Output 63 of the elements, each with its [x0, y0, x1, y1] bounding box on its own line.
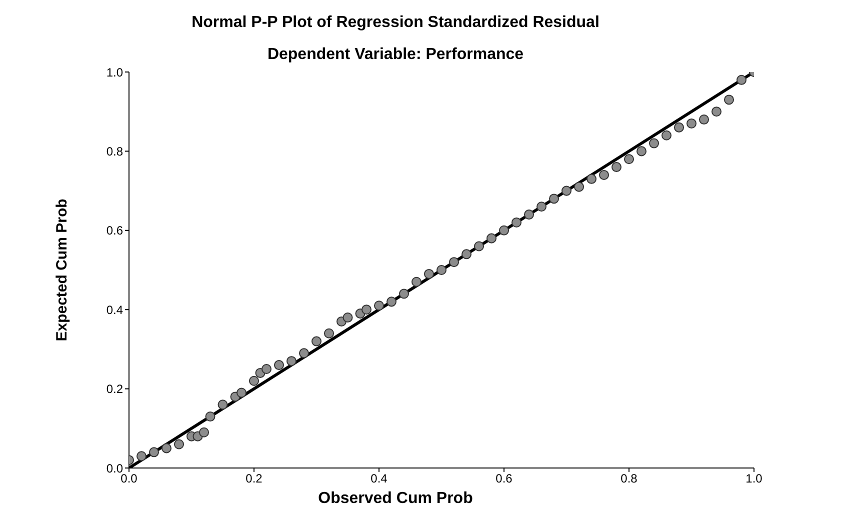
- point: [586, 174, 597, 184]
- y-tick-label: 0.2: [106, 382, 124, 396]
- point: [342, 312, 353, 323]
- x-tick-label: 0.6: [496, 472, 513, 486]
- point: [424, 268, 434, 279]
- x-tick-label: 1.0: [746, 472, 763, 486]
- point: [161, 443, 172, 454]
- point: [198, 427, 210, 438]
- chart-title: Normal P-P Plot of Regression Standardized Residual: [190, 14, 600, 32]
- point: [511, 217, 522, 228]
- point: [248, 376, 260, 386]
- x-tick-label: 0.2: [246, 472, 263, 486]
- point: [411, 276, 422, 287]
- point: [498, 225, 510, 236]
- point: [236, 388, 247, 398]
- point: [711, 106, 722, 117]
- point: [574, 182, 584, 192]
- point: [374, 300, 384, 311]
- point: [218, 400, 228, 410]
- point: [624, 154, 634, 164]
- point: [274, 360, 284, 370]
- y-tick-label: 0.8: [106, 144, 124, 158]
- point: [261, 364, 272, 374]
- y-axis-title: Expected Cum Prob: [54, 198, 70, 342]
- y-tick-label: 0.4: [106, 302, 124, 317]
- x-axis-title: Observed Cum Prob: [317, 490, 474, 508]
- point: [486, 233, 497, 244]
- x-tick-label: 0.0: [120, 472, 138, 486]
- point: [298, 348, 310, 358]
- y-tick-label: 0.6: [106, 224, 124, 238]
- point: [361, 304, 372, 315]
- point: [524, 210, 534, 220]
- point: [398, 288, 410, 299]
- point: [148, 447, 160, 458]
- point: [686, 118, 697, 128]
- point: [174, 439, 184, 450]
- point: [598, 170, 610, 180]
- point: [611, 162, 622, 172]
- point: [636, 146, 647, 156]
- chart-subtitle: Dependent Variable: Performance: [266, 46, 525, 64]
- point: [448, 257, 460, 268]
- point: [736, 74, 747, 85]
- point: [698, 114, 710, 125]
- x-tick-label: 0.4: [370, 472, 388, 486]
- point: [386, 296, 397, 307]
- y-tick-label: 1.0: [106, 65, 124, 80]
- point: [136, 451, 147, 462]
- point: [436, 264, 447, 276]
- y-tick-label: 0.0: [106, 461, 124, 476]
- point: [205, 412, 216, 422]
- point: [286, 356, 297, 366]
- point: [561, 186, 572, 196]
- point: [724, 94, 734, 105]
- point: [674, 122, 684, 132]
- point: [324, 328, 334, 338]
- point: [648, 138, 660, 148]
- point: [311, 336, 322, 346]
- point: [461, 249, 472, 260]
- point: [536, 202, 547, 212]
- point: [548, 194, 560, 204]
- x-tick-label: 0.8: [620, 472, 638, 486]
- point: [661, 130, 672, 140]
- point: [474, 241, 484, 252]
